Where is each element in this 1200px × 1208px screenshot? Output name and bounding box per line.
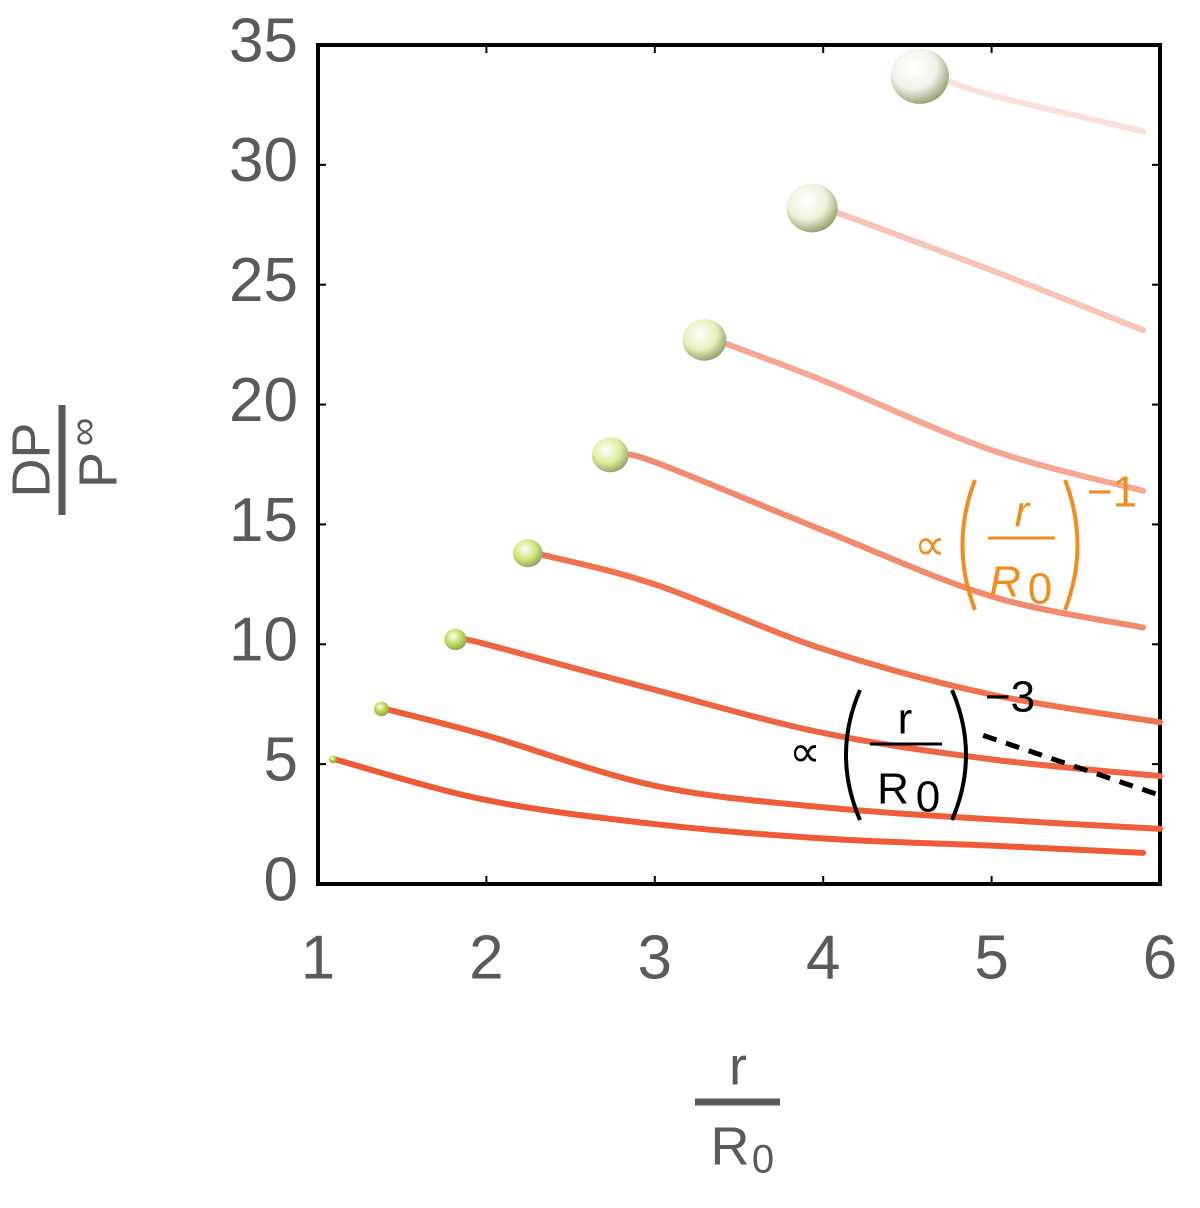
curve [712,336,1147,494]
y-label-superscript: ∞ [62,418,106,447]
sphere-marker [682,318,727,361]
y-tick-label: 30 [229,126,298,195]
y-tick-label: 20 [229,366,298,435]
sphere-marker [786,183,838,233]
annotation-denominator: R [877,765,909,814]
y-tick-label: 10 [229,606,298,675]
annotation: ∝ r R 0 −3 [789,673,1035,822]
y-tick-label: 0 [264,845,298,914]
curve [331,756,1147,856]
y-tick-label: 15 [229,486,298,555]
annotation-prefix: ∝ [914,521,945,570]
paren [1063,479,1080,611]
sphere-marker [591,437,629,473]
annotation-prefix: ∝ [789,728,820,777]
x-tick-label: 3 [638,923,672,992]
x-tick-label: 2 [469,923,503,992]
curve [532,550,1163,726]
paren [950,689,968,821]
curve [821,205,1147,334]
sphere-marker [373,701,390,717]
sphere-marker [328,755,337,764]
annotation-exponent: −3 [985,673,1035,722]
x-label-numerator: r [729,1036,747,1096]
y-label-numerator: DP [1,422,61,497]
plot-frame [316,43,1162,886]
annotation-denominator: R [989,558,1021,607]
x-tick-label: 6 [1143,923,1177,992]
annotation-numerator: r [1015,488,1032,537]
y-label: DP P ∞ [1,405,128,515]
paren [844,689,862,821]
x-tick-label: 1 [301,923,335,992]
sphere-marker [444,628,467,651]
y-tick-label: 5 [264,726,298,795]
curve [931,73,1147,135]
y-tick-label: 25 [229,246,298,315]
curve [616,451,1147,631]
dashed-trend [982,733,1161,798]
curve [458,636,1163,780]
sphere-marker [890,48,949,104]
x-label-denominator: R [711,1116,750,1176]
annotation-subscript: 0 [1028,565,1052,614]
x-tick-label: 5 [974,923,1008,992]
plot-area [328,48,1163,856]
y-tick-label: 35 [229,6,298,75]
annotation-subscript: 0 [916,773,940,822]
sphere-marker [513,539,543,568]
annotation-numerator: r [898,695,913,744]
y-label-denominator: P [68,452,128,488]
x-tick-label: 4 [806,923,840,992]
annotation: ∝ r R 0 −1 [914,468,1137,614]
x-label-subscript: 0 [752,1138,774,1182]
paren [960,479,977,611]
curve [382,706,1163,832]
annotation-exponent: −1 [1087,468,1137,517]
